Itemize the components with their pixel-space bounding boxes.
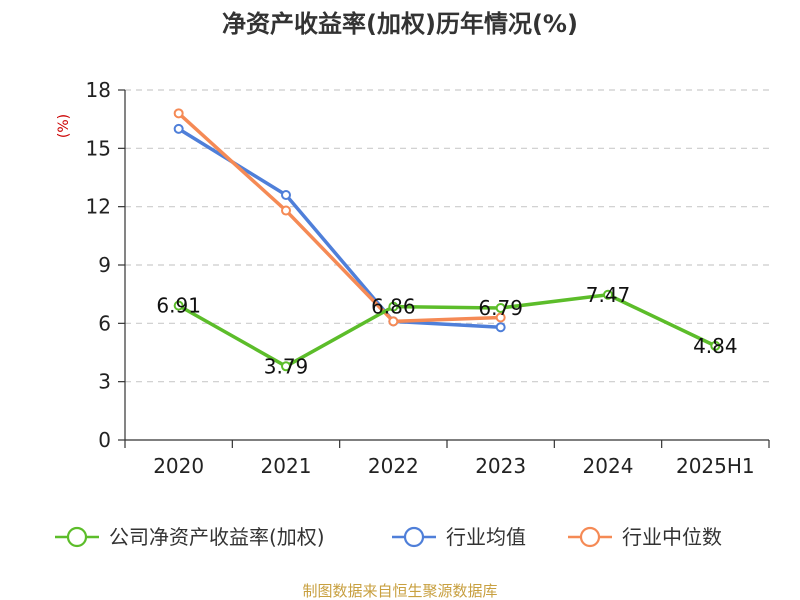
- data-point: [281, 190, 291, 200]
- x-tick-label: 2025H1: [676, 454, 755, 478]
- source-note: 制图数据来自恒生聚源数据库: [302, 582, 497, 600]
- series-line: [176, 293, 718, 369]
- x-tick-label: 2023: [475, 454, 526, 478]
- x-tick-label: 2022: [368, 454, 419, 478]
- data-point: [710, 340, 721, 351]
- data-point: [495, 322, 506, 333]
- y-tick-label: 12: [86, 195, 111, 219]
- legend-label: 行业中位数: [622, 525, 722, 549]
- series-lines: [173, 108, 721, 372]
- data-point: [173, 123, 184, 134]
- legend-label: 公司净资产收益率(加权): [109, 525, 325, 549]
- data-label: 6.79: [478, 296, 523, 320]
- series-line: [176, 111, 503, 324]
- data-point: [281, 205, 291, 216]
- data-point: [388, 301, 399, 312]
- data-point: [173, 108, 184, 119]
- data-point: [495, 302, 506, 313]
- x-tick-label: 2024: [583, 454, 634, 478]
- legend-marker: [579, 526, 601, 548]
- y-tick-label: 6: [98, 311, 111, 335]
- x-tick-label: 2021: [261, 454, 312, 478]
- data-point: [281, 361, 291, 372]
- data-label: 4.84: [693, 334, 738, 358]
- legend-marker: [403, 526, 425, 548]
- axes: 0 3 6 9 12 15 18 2020 2021 2022 2023 2024 2025H1: [86, 78, 770, 478]
- chart-title: 净资产收益率(加权)历年情况(%): [222, 10, 578, 38]
- y-axis-unit-label: (%): [56, 114, 72, 138]
- data-point: [388, 316, 399, 327]
- data-label: 7.47: [586, 283, 631, 307]
- data-labels: 6.91 3.79 6.86 6.79 7.47 4.84: [156, 283, 737, 379]
- data-label: 3.79: [264, 354, 309, 378]
- data-label: 6.91: [156, 294, 201, 318]
- legend: 公司净资产收益率(加权) 行业均值 行业中位数: [55, 525, 722, 549]
- y-tick-label: 18: [86, 78, 111, 102]
- grid-lines: [125, 89, 769, 383]
- y-tick-label: 0: [98, 428, 111, 452]
- y-tick-label: 15: [86, 136, 111, 160]
- data-point: [603, 289, 613, 300]
- legend-marker: [66, 526, 88, 548]
- data-point: [173, 300, 184, 311]
- y-tick-label: 9: [98, 253, 111, 277]
- data-label: 6.86: [371, 295, 416, 319]
- data-point: [495, 312, 506, 323]
- x-tick-label: 2020: [153, 454, 204, 478]
- y-tick-label: 3: [98, 370, 111, 394]
- legend-label: 行业均值: [446, 525, 526, 549]
